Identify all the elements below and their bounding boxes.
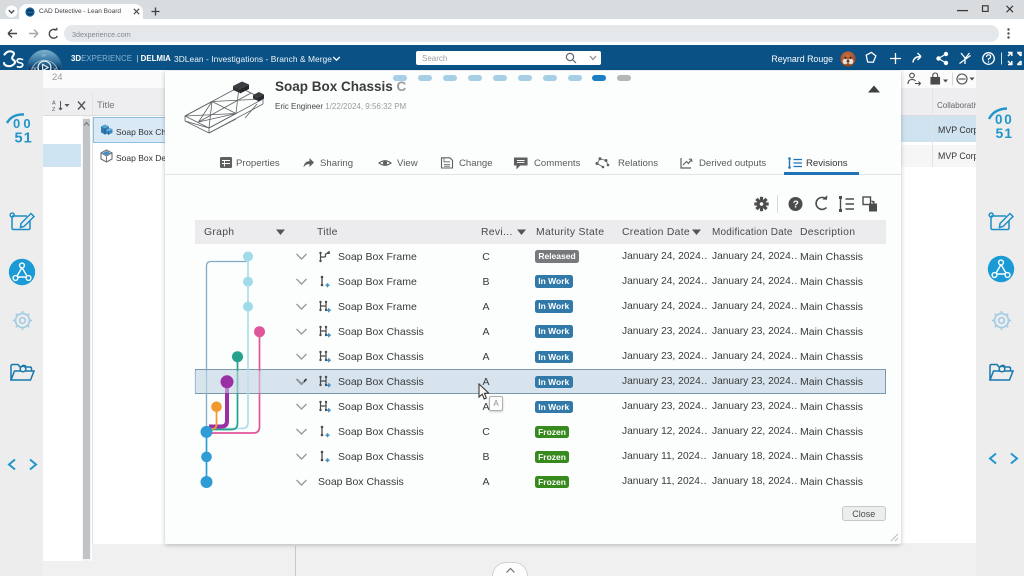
svg-text:Z: Z xyxy=(52,107,56,112)
svg-text:51: 51 xyxy=(996,125,1014,141)
svg-text:00: 00 xyxy=(13,116,34,131)
svg-text:A: A xyxy=(52,101,56,107)
svg-text:00: 00 xyxy=(995,112,1014,127)
svg-text:51: 51 xyxy=(15,131,33,147)
svg-text:V: V xyxy=(54,67,58,72)
svg-text:?: ? xyxy=(793,200,799,211)
svg-text:3D: 3D xyxy=(33,67,40,72)
svg-text:FF: FF xyxy=(42,53,47,58)
